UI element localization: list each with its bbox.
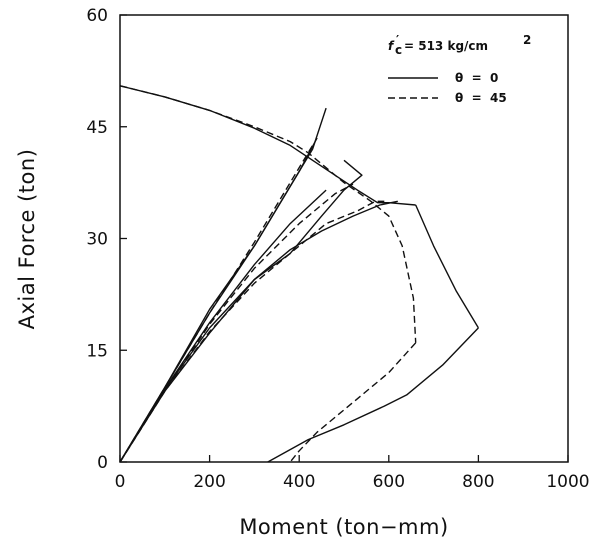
annotation-value: = 513 kg/cm [404, 39, 488, 53]
x-tick-label: 600 [373, 472, 405, 492]
curve-theta-45-2 [119, 145, 314, 463]
legend-label-theta-0: θ = 0 [455, 71, 498, 85]
curve-theta-45-4 [119, 200, 385, 463]
legend-label-theta-45: θ = 45 [455, 91, 507, 105]
y-tick-label: 45 [86, 118, 108, 138]
curve-theta-0-0 [119, 85, 416, 206]
y-tick-label: 0 [97, 453, 108, 473]
plot-frame [119, 14, 569, 463]
y-tick-label: 30 [86, 230, 108, 250]
x-tick-label: 800 [462, 472, 494, 492]
annotation-strength: f ′ c = 513 kg/cm 2 [388, 33, 531, 57]
y-tick-label: 15 [86, 341, 108, 361]
annotation-fc-prime: ′ [396, 33, 399, 47]
curve-theta-0-7 [119, 200, 398, 463]
x-tick-label: 0 [115, 472, 126, 492]
curve-theta-0-3 [119, 107, 327, 463]
annotation-fc-symbol: f [388, 39, 395, 53]
x-tick-label: 400 [283, 472, 315, 492]
curve-theta-45-0 [119, 85, 417, 343]
curve-theta-45-3 [119, 183, 354, 463]
curve-theta-0-6 [119, 159, 363, 463]
annotation-superscript: 2 [523, 33, 531, 47]
ticks-group [119, 14, 569, 463]
curve-theta-45-1 [289, 342, 417, 463]
tick-labels-group: 0 200 400 600 800 1000 0 15 30 45 60 [86, 6, 589, 492]
x-tick-label: 1000 [546, 472, 589, 492]
annotation-fc-sub: c [395, 43, 402, 57]
y-tick-label: 60 [86, 6, 108, 26]
curve-theta-0-5 [119, 189, 327, 463]
legend: θ = 0 θ = 45 [388, 71, 507, 105]
curves-group [119, 85, 480, 463]
curve-theta-0-2 [267, 327, 479, 463]
x-tick-label: 200 [193, 472, 225, 492]
x-axis-title: Moment (ton−mm) [239, 515, 448, 539]
y-axis-title: Axial Force (ton) [15, 149, 39, 330]
curve-theta-0-1 [415, 204, 480, 329]
